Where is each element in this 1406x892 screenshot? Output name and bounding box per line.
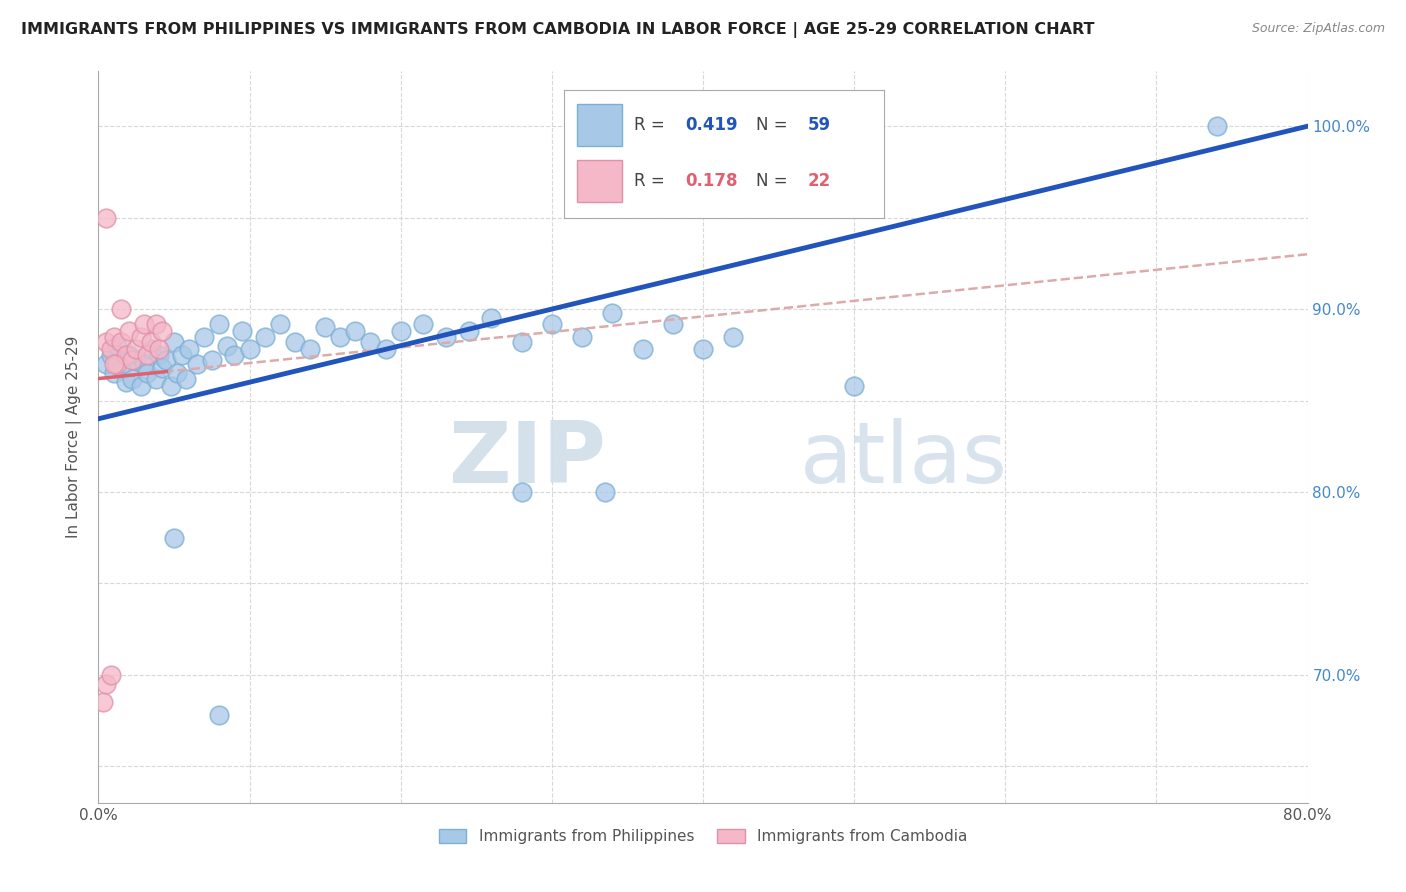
Point bbox=[125, 343, 148, 357]
Point bbox=[132, 317, 155, 331]
Point bbox=[114, 375, 136, 389]
Point bbox=[193, 329, 215, 343]
Point bbox=[163, 334, 186, 349]
Point bbox=[692, 343, 714, 357]
Point bbox=[215, 338, 238, 352]
Point bbox=[150, 360, 173, 375]
Point bbox=[94, 357, 117, 371]
Legend: Immigrants from Philippines, Immigrants from Cambodia: Immigrants from Philippines, Immigrants … bbox=[433, 822, 973, 850]
Point bbox=[121, 353, 143, 368]
Point bbox=[179, 343, 201, 357]
Point bbox=[510, 334, 533, 349]
Point bbox=[412, 317, 434, 331]
Point bbox=[118, 324, 141, 338]
Point bbox=[110, 301, 132, 316]
Point bbox=[344, 324, 367, 338]
Point bbox=[201, 353, 224, 368]
Point bbox=[155, 353, 177, 368]
Point bbox=[481, 311, 503, 326]
Point bbox=[374, 343, 396, 357]
Point bbox=[129, 379, 152, 393]
Point bbox=[253, 329, 276, 343]
Point bbox=[132, 357, 155, 371]
Point bbox=[540, 317, 562, 331]
Point bbox=[224, 348, 246, 362]
Text: Source: ZipAtlas.com: Source: ZipAtlas.com bbox=[1251, 22, 1385, 36]
Point bbox=[118, 348, 141, 362]
Point bbox=[125, 353, 148, 368]
Point bbox=[510, 484, 533, 499]
Text: atlas: atlas bbox=[800, 417, 1008, 500]
Point bbox=[160, 379, 183, 393]
Point bbox=[231, 324, 253, 338]
Point bbox=[135, 348, 157, 362]
Point bbox=[360, 334, 382, 349]
Point bbox=[299, 343, 322, 357]
Point bbox=[94, 677, 117, 691]
Point bbox=[208, 708, 231, 723]
Point bbox=[593, 484, 616, 499]
Point bbox=[148, 343, 170, 357]
Point bbox=[457, 324, 479, 338]
Point bbox=[186, 357, 208, 371]
Point bbox=[145, 371, 167, 385]
Point bbox=[110, 334, 132, 349]
Point bbox=[163, 531, 186, 545]
Text: IMMIGRANTS FROM PHILIPPINES VS IMMIGRANTS FROM CAMBODIA IN LABOR FORCE | AGE 25-: IMMIGRANTS FROM PHILIPPINES VS IMMIGRANT… bbox=[21, 22, 1095, 38]
Point bbox=[269, 317, 291, 331]
Point bbox=[602, 306, 624, 320]
Point bbox=[91, 695, 114, 709]
Point bbox=[631, 343, 654, 357]
Point bbox=[434, 329, 457, 343]
Point bbox=[141, 343, 163, 357]
Point bbox=[723, 329, 745, 343]
Point bbox=[105, 338, 128, 352]
Point bbox=[103, 329, 125, 343]
Point bbox=[94, 211, 117, 225]
Point bbox=[208, 317, 231, 331]
Point bbox=[103, 357, 125, 371]
Point bbox=[571, 329, 593, 343]
Point bbox=[121, 371, 143, 385]
Point bbox=[170, 348, 193, 362]
Point bbox=[114, 348, 136, 362]
Point bbox=[166, 366, 188, 380]
Text: ZIP: ZIP bbox=[449, 417, 606, 500]
Point bbox=[100, 667, 122, 681]
Point bbox=[174, 371, 197, 385]
Point bbox=[141, 334, 163, 349]
Point bbox=[284, 334, 307, 349]
Point bbox=[100, 348, 122, 362]
Point bbox=[148, 348, 170, 362]
Point bbox=[129, 329, 152, 343]
Point bbox=[110, 360, 132, 375]
Point bbox=[661, 317, 683, 331]
Point bbox=[94, 334, 117, 349]
Point bbox=[314, 320, 336, 334]
Point bbox=[135, 366, 157, 380]
Point bbox=[389, 324, 412, 338]
Point bbox=[1206, 119, 1229, 133]
Point bbox=[150, 324, 173, 338]
Y-axis label: In Labor Force | Age 25-29: In Labor Force | Age 25-29 bbox=[66, 336, 83, 538]
Point bbox=[145, 317, 167, 331]
Point bbox=[103, 366, 125, 380]
Point bbox=[100, 343, 122, 357]
Point bbox=[844, 379, 866, 393]
Point bbox=[105, 357, 128, 371]
Point bbox=[239, 343, 262, 357]
Point bbox=[329, 329, 352, 343]
